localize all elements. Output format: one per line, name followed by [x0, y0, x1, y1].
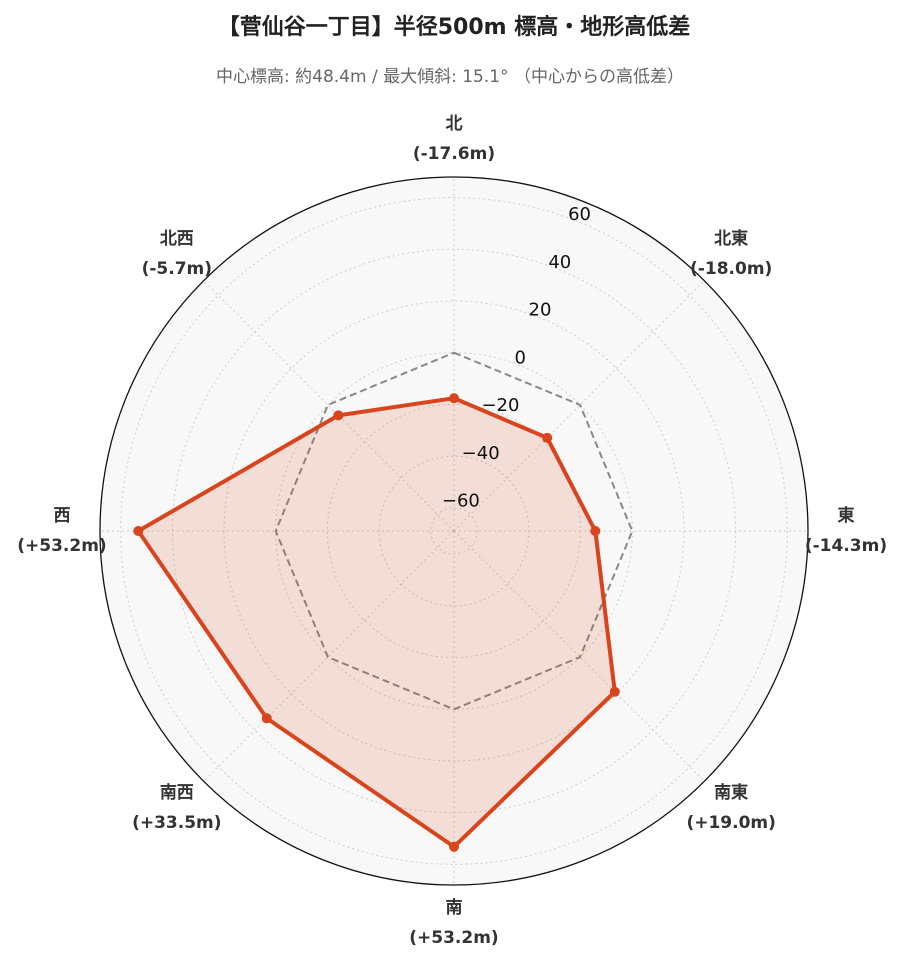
value-label: (-14.3m) — [805, 536, 887, 556]
data-point — [333, 410, 344, 421]
grid-circle — [275, 352, 633, 710]
value-label: (+33.5m) — [132, 813, 221, 833]
data-point — [542, 432, 553, 443]
category-label: 西 — [54, 506, 71, 526]
spoke — [453, 530, 705, 782]
category-label: 南東 — [714, 782, 748, 803]
value-label: (-18.0m) — [690, 259, 772, 279]
chart-title: 【菅仙谷一丁目】半径500m 標高・地形高低差 — [218, 14, 691, 40]
grid-circle — [430, 507, 478, 555]
category-label: 北 — [446, 114, 463, 134]
reference-line — [274, 351, 634, 711]
data-point — [590, 526, 601, 536]
data-point — [449, 393, 459, 404]
data-point — [261, 713, 272, 724]
grid-circle — [120, 197, 788, 865]
category-label: 北東 — [714, 228, 748, 249]
spoke — [453, 280, 705, 532]
r-tick-label: 0 — [515, 347, 526, 368]
r-tick-label: −60 — [442, 491, 480, 512]
grid-circle — [378, 455, 530, 607]
data-point — [609, 686, 620, 697]
value-label: (+53.2m) — [409, 928, 498, 948]
value-label: (+53.2m) — [17, 536, 106, 556]
category-label: 北西 — [160, 229, 194, 249]
r-tick-label: 40 — [548, 252, 571, 273]
category-label: 東 — [838, 505, 855, 526]
chart-subtitle: 中心標高: 約48.4m / 最大傾斜: 15.1° （中心からの高低差） — [216, 67, 684, 87]
category-label: 南 — [446, 897, 463, 918]
r-tick-label: 20 — [529, 300, 552, 321]
value-label: (-5.7m) — [142, 259, 212, 279]
data-point — [449, 841, 459, 852]
grid-circle — [223, 300, 685, 762]
value-label: (-17.6m) — [413, 144, 495, 164]
value-label: (+19.0m) — [686, 813, 775, 833]
r-tick-label: 60 — [568, 204, 591, 225]
category-label: 南西 — [160, 782, 194, 803]
r-tick-label: −40 — [462, 443, 500, 464]
spoke — [203, 280, 455, 532]
r-tick-label: −20 — [481, 395, 519, 416]
spoke — [203, 530, 455, 782]
data-point — [133, 526, 144, 536]
